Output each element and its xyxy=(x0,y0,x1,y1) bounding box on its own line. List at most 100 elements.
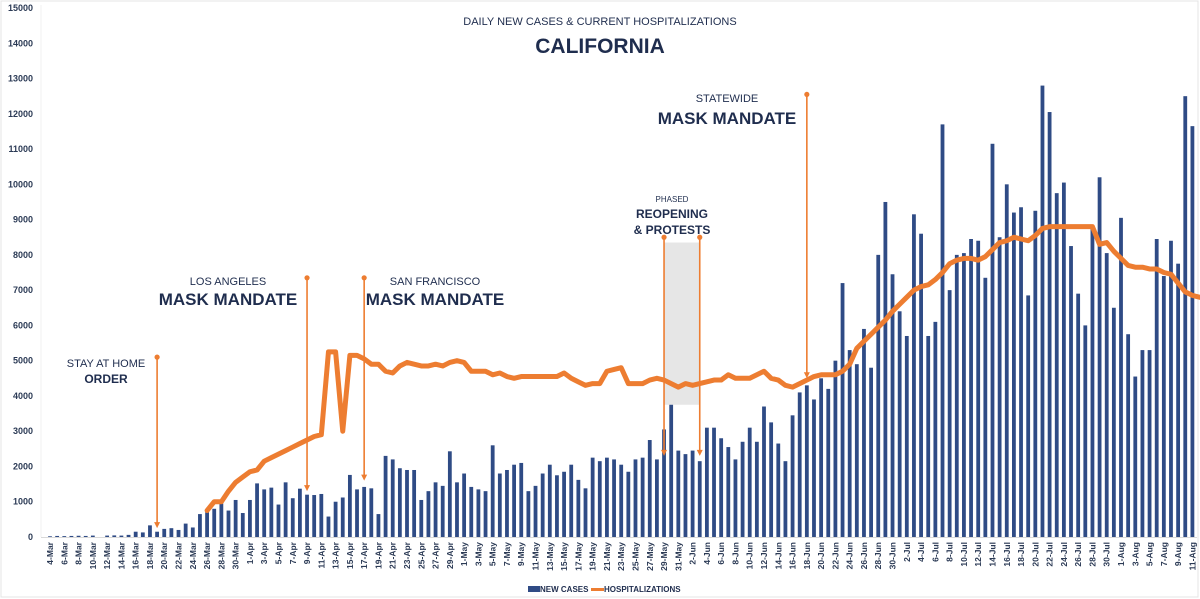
new-cases-bar xyxy=(662,429,666,537)
x-axis-ticks: 4-Mar 6-Mar 8-Mar 10-Mar 12-Mar 14-Mar 16-Mar 1… xyxy=(45,541,1197,571)
x-tick-label: 18-Jun xyxy=(802,542,812,569)
reopening-shade xyxy=(664,242,700,405)
new-cases-bar xyxy=(697,461,702,537)
new-cases-bar xyxy=(533,485,538,537)
x-tick-label: 1-Aug xyxy=(1116,542,1126,566)
new-cases-bar xyxy=(455,482,459,537)
new-cases-bar xyxy=(298,488,302,537)
new-cases-bar xyxy=(940,124,945,537)
x-tick-label: 28-Mar xyxy=(216,541,226,569)
x-tick-label: 1-May xyxy=(459,542,469,566)
y-tick-label: 10000 xyxy=(8,179,33,189)
new-cases-bar xyxy=(762,406,766,537)
new-cases-bar xyxy=(683,454,688,537)
new-cases-bar xyxy=(1090,228,1095,538)
new-cases-bar xyxy=(183,523,188,537)
x-tick-label: 30-Mar xyxy=(231,541,241,569)
y-tick-label: 0 xyxy=(28,532,33,542)
new-cases-bar xyxy=(340,497,345,537)
x-tick-label: 12-Jul xyxy=(973,542,983,567)
arrowhead-icon xyxy=(696,449,703,456)
new-cases-bar xyxy=(440,485,445,537)
x-tick-label: 14-Jun xyxy=(773,542,783,569)
new-cases-bar xyxy=(633,459,638,537)
x-tick-label: 16-Jun xyxy=(788,542,798,569)
new-cases-bar xyxy=(597,461,602,537)
new-cases-bar xyxy=(140,532,145,537)
annotation-dot xyxy=(154,354,160,360)
new-cases-bar xyxy=(505,469,509,537)
x-tick-label: 7-May xyxy=(502,542,512,566)
new-cases-bar xyxy=(562,471,566,537)
annotations: STAY AT HOME ORDER LOS ANGELES MASK MANDATE… xyxy=(67,91,810,529)
new-cases-bar xyxy=(640,457,645,537)
new-cases-bar xyxy=(962,253,966,537)
x-tick-label: 7-Apr xyxy=(288,541,298,564)
new-cases-bar xyxy=(126,534,131,537)
new-cases-bar xyxy=(904,335,909,537)
annotation-big-label: MASK MANDATE xyxy=(658,109,797,128)
new-cases-bar xyxy=(876,254,881,537)
new-cases-bar xyxy=(198,514,202,537)
new-cases-bar xyxy=(1047,112,1052,537)
new-cases-bar xyxy=(647,440,652,537)
new-cases-bar xyxy=(797,392,802,537)
new-cases-bar xyxy=(897,311,902,537)
new-cases-bar xyxy=(333,501,338,537)
new-cases-bar xyxy=(547,464,552,537)
new-cases-bar xyxy=(626,471,631,537)
annotation-small-label: LOS ANGELES xyxy=(190,276,266,288)
new-cases-bar xyxy=(105,535,110,537)
arrowhead-icon xyxy=(154,522,161,529)
x-tick-label: 5-Aug xyxy=(1145,542,1155,566)
statewide-mask-arrow xyxy=(803,91,810,379)
x-tick-label: 20-Mar xyxy=(159,541,169,569)
new-cases-bar xyxy=(569,464,574,537)
x-tick-label: 24-Mar xyxy=(188,541,198,569)
new-cases-bar xyxy=(283,482,288,537)
new-cases-bar xyxy=(847,350,852,537)
new-cases-bar xyxy=(1069,246,1073,538)
annotation-big-label-2: & PROTESTS xyxy=(634,223,711,237)
new-cases-bar xyxy=(319,493,324,537)
new-cases-bar xyxy=(1033,210,1038,537)
new-cases-bar xyxy=(990,143,995,537)
new-cases-bar xyxy=(483,491,488,537)
x-tick-label: 26-Mar xyxy=(202,541,212,569)
new-cases-bar xyxy=(90,535,95,537)
reopening-arrow-end xyxy=(696,234,703,456)
new-cases-bar xyxy=(926,335,931,537)
annotation-dot xyxy=(661,234,667,240)
reopening-shade-rect xyxy=(664,242,700,405)
new-cases-bar xyxy=(190,527,195,537)
x-tick-label: 2-Jul xyxy=(902,542,912,562)
new-cases-bar xyxy=(447,451,452,537)
new-cases-bar xyxy=(733,459,738,537)
new-cases-bar xyxy=(1119,217,1123,537)
x-tick-label: 12-Mar xyxy=(102,541,112,569)
annotation-big-label: MASK MANDATE xyxy=(159,290,298,309)
new-cases-bar xyxy=(248,499,252,537)
annotation-big-label: MASK MANDATE xyxy=(366,290,505,309)
new-cases-bar xyxy=(790,415,795,537)
new-cases-bar xyxy=(276,504,281,537)
x-tick-label: 5-Apr xyxy=(273,541,283,564)
new-cases-bar xyxy=(1126,334,1131,537)
x-tick-label: 16-Mar xyxy=(131,541,141,569)
new-cases-bar xyxy=(305,494,309,537)
legend-label-hospitalizations: HOSPITALIZATIONS xyxy=(604,585,681,594)
new-cases-bar xyxy=(1161,276,1166,537)
x-tick-label: 5-May xyxy=(488,542,498,566)
hospitalizations-line xyxy=(204,224,1200,514)
new-cases-bar xyxy=(1169,240,1173,537)
new-cases-bar xyxy=(112,535,117,537)
x-tick-label: 8-Jul xyxy=(945,542,955,562)
x-tick-label: 29-May xyxy=(659,542,669,571)
x-tick-label: 4-Jun xyxy=(702,542,712,565)
annotation-small-label: SAN FRANCISCO xyxy=(390,276,481,288)
x-tick-label: 22-Jun xyxy=(830,542,840,569)
x-tick-label: 23-Apr xyxy=(402,541,412,569)
new-cases-bar xyxy=(812,399,816,537)
y-tick-label: 7000 xyxy=(13,285,33,295)
